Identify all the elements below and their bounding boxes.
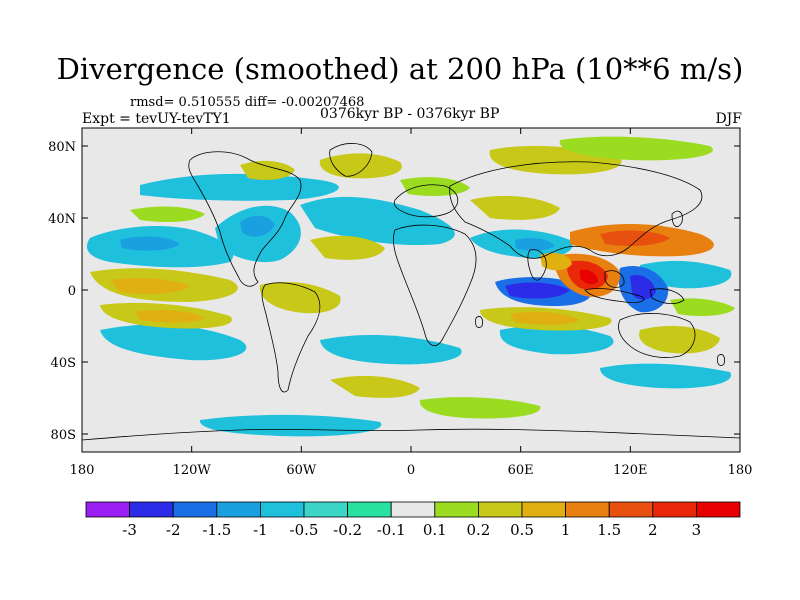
field-yellow-south-america [259, 282, 341, 314]
field-yellow-australia [639, 325, 720, 354]
colorbar-label: -0.1 [377, 521, 406, 539]
lon-tick-label: 120E [613, 463, 647, 478]
colorbar-label: 1 [561, 521, 571, 539]
colorbar-swatch [652, 501, 697, 518]
field-green-southern-ocean [419, 397, 541, 419]
colorbar-label: 0.5 [510, 521, 534, 539]
colorbar-label: 0.2 [466, 521, 490, 539]
lat-tick-label: 80S [51, 428, 76, 443]
coast-madagascar [475, 316, 483, 328]
colorbar-label: -2 [166, 521, 181, 539]
colorbar-swatch [303, 501, 348, 518]
period-label: 0376kyr BP - 0376kyr BP [320, 106, 500, 122]
colorbar-label: -0.5 [290, 521, 319, 539]
colorbar-label: 0.1 [423, 521, 447, 539]
coast-europe [393, 184, 459, 218]
colorbar-swatch [608, 501, 654, 518]
colorbar-swatch [477, 501, 523, 518]
colorbar-label: 2 [648, 521, 658, 539]
colorbar-label: 3 [692, 521, 702, 539]
field-green-north-pacific [130, 206, 205, 222]
field-darkblue-maritime [630, 274, 656, 300]
experiment-label: Expt = tevUY-tevTY1 [82, 111, 231, 127]
coast-greenland [329, 143, 373, 177]
coast-new-guinea [649, 288, 685, 304]
colorbar-label: -0.2 [333, 521, 362, 539]
coast-north-america [188, 151, 302, 287]
longitude-axis: 180 120W 60W 0 60E 120E 180 [70, 128, 753, 478]
lon-tick-label: 180 [70, 463, 95, 478]
field-yellow-south-atlantic [330, 375, 420, 398]
colorbar-swatch [434, 501, 479, 518]
field-cyan-band-europe [300, 196, 455, 246]
field-cyan-band-indian [499, 325, 614, 355]
coast-new-zealand [717, 354, 725, 366]
field-orange-south-indian [510, 312, 580, 325]
field-cyan-band-southern [100, 324, 247, 361]
lon-tick-label: 180 [728, 463, 753, 478]
field-yellow-north-atlantic [319, 153, 402, 179]
colorbar-swatch [390, 501, 436, 518]
coast-japan [671, 210, 683, 228]
field-darkred-maritime [580, 269, 598, 285]
lat-tick-label: 40N [48, 212, 76, 227]
field-yellow-north-america [240, 160, 295, 180]
field-cyan-band-south-pacific [600, 363, 732, 389]
colorbar-label: 1.5 [597, 521, 621, 539]
lat-tick-label: 0 [68, 284, 76, 299]
field-yellow-asia-mid [470, 195, 560, 220]
colorbar-swatch [85, 501, 130, 518]
divergence-field [86, 136, 735, 437]
coast-asia [449, 161, 703, 259]
coast-india [527, 249, 547, 281]
coast-africa [393, 224, 477, 347]
coast-indonesia [584, 288, 645, 303]
lat-tick-label: 40S [51, 356, 76, 371]
rmsd-diff-stats: rmsd= 0.510555 diff= -0.00207468 [130, 95, 365, 110]
colorbar-swatch [259, 501, 305, 518]
colorbar-swatch [129, 501, 174, 518]
latitude-axis: 80N 40N 0 40S 80S [48, 140, 740, 443]
field-green-arctic [559, 136, 713, 161]
coast-borneo [604, 270, 625, 288]
lon-tick-label: 120W [173, 463, 212, 478]
field-green-equatorial-east-pacific [670, 298, 735, 316]
colorbar-swatch [696, 501, 741, 518]
field-orange-bay-bengal [540, 252, 572, 271]
coast-australia [618, 313, 696, 358]
colorbar-swatch [347, 501, 392, 518]
field-cyan-band-south-atlantic [320, 334, 462, 365]
field-blue-core-atlantic [240, 215, 275, 237]
field-blue-core-north-pacific [120, 236, 180, 251]
colorbar-label: -3 [122, 521, 137, 539]
coastlines [82, 143, 740, 441]
field-red-nw-pacific [600, 230, 670, 246]
coast-antarctica [82, 428, 740, 441]
colorbar-swatch [216, 501, 261, 518]
colorbar-label: -1 [253, 521, 268, 539]
lon-tick-label: 0 [407, 463, 415, 478]
season-label: DJF [715, 111, 742, 127]
field-cyan-band-arctic [140, 173, 339, 201]
field-green-europe [400, 177, 470, 196]
field-darkblue-indian-ocean [505, 282, 570, 299]
field-blue-core-asia [515, 238, 555, 251]
colorbar-swatch [565, 501, 610, 518]
coast-south-america [261, 282, 321, 393]
lon-tick-label: 60E [508, 463, 534, 478]
field-orange-south-pacific [135, 310, 205, 323]
colorbar-label: -1.5 [202, 521, 231, 539]
colorbar-swatch [172, 501, 218, 518]
colorbar: -3 -2 -1.5 -1 -0.5 -0.2 -0.1 0.1 0.2 0.5 1 1.5 2 3 [85, 501, 741, 539]
colorbar-swatch [521, 501, 566, 518]
lat-tick-label: 80N [48, 140, 76, 155]
field-cyan-band-antarctic [199, 414, 382, 437]
field-orange-tropical-pacific [110, 278, 190, 294]
plot-title: Divergence (smoothed) at 200 hPa (10**6 … [56, 52, 744, 86]
field-yellow-atlantic-mid [310, 235, 385, 260]
lon-tick-label: 60W [286, 463, 317, 478]
